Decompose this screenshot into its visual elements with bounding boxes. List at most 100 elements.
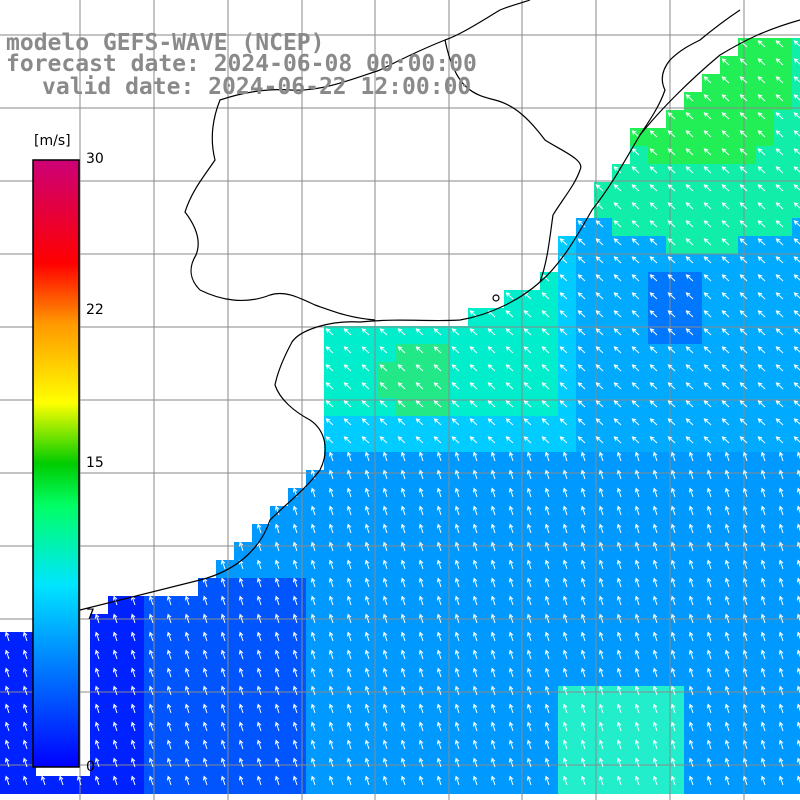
wind-arrow	[454, 613, 460, 624]
wind-arrow	[58, 775, 64, 786]
wind-arrow	[706, 739, 712, 750]
wind-arrow	[508, 595, 514, 606]
wind-arrow	[685, 130, 694, 138]
wind-arrow	[148, 631, 154, 642]
wind-arrow	[598, 505, 604, 516]
wind-arrow	[202, 775, 208, 786]
wind-arrow	[649, 364, 658, 372]
wind-arrow	[760, 469, 766, 480]
wind-arrow	[667, 130, 676, 138]
wind-arrow	[757, 112, 766, 120]
wind-arrow	[577, 436, 586, 444]
wind-arrow	[220, 703, 226, 714]
wind-arrow	[454, 469, 460, 480]
wind-arrow	[616, 649, 622, 660]
wind-arrow	[346, 541, 352, 552]
wind-arrow	[598, 469, 604, 480]
ocean-cell	[792, 92, 800, 110]
wind-arrow	[688, 613, 694, 624]
wind-arrow	[328, 559, 334, 570]
wind-arrow	[652, 667, 658, 678]
wind-arrow	[490, 451, 496, 462]
wind-arrow	[346, 703, 352, 714]
wind-arrow	[382, 739, 388, 750]
wind-arrow	[724, 739, 730, 750]
wind-arrow	[598, 595, 604, 606]
wind-arrow	[184, 685, 190, 696]
wind-arrow	[685, 418, 694, 426]
wind-arrow	[652, 487, 658, 498]
wind-arrow	[775, 58, 784, 66]
wind-arrow	[544, 649, 550, 660]
wind-arrow	[652, 523, 658, 534]
wind-arrow	[490, 613, 496, 624]
wind-arrow	[451, 400, 460, 408]
wind-arrow	[649, 202, 658, 210]
wind-arrow	[667, 292, 676, 300]
wind-arrow	[400, 667, 406, 678]
wind-arrow	[328, 775, 334, 786]
wind-arrow	[490, 685, 496, 696]
wind-arrow	[667, 400, 676, 408]
wind-arrow	[667, 436, 676, 444]
wind-arrow	[760, 685, 766, 696]
ocean-cell	[792, 200, 800, 218]
wind-arrow	[631, 238, 640, 246]
wind-arrow	[541, 310, 550, 318]
ocean-cell	[792, 236, 800, 254]
wind-arrow	[505, 364, 514, 372]
wind-arrow	[130, 649, 136, 660]
ocean-cell	[792, 56, 800, 74]
wind-arrow	[613, 274, 622, 282]
wind-arrow	[451, 382, 460, 390]
wind-arrow	[469, 346, 478, 354]
wind-arrow	[325, 328, 334, 336]
wind-arrow	[433, 400, 442, 408]
wind-arrow	[760, 649, 766, 660]
wind-arrow	[667, 238, 676, 246]
wind-arrow	[238, 703, 244, 714]
wind-arrow	[400, 703, 406, 714]
wind-arrow	[634, 505, 640, 516]
wind-arrow	[490, 595, 496, 606]
wind-arrow	[559, 274, 568, 282]
wind-arrow	[649, 346, 658, 354]
ocean-cell	[792, 776, 800, 794]
wind-arrow	[724, 613, 730, 624]
wind-arrow	[274, 523, 280, 534]
wind-arrow	[310, 721, 316, 732]
wind-arrow	[436, 685, 442, 696]
wind-arrow	[685, 238, 694, 246]
wind-arrow	[652, 559, 658, 570]
wind-arrow	[397, 364, 406, 372]
wind-arrow	[166, 667, 172, 678]
wind-arrow	[379, 382, 388, 390]
wind-arrow	[256, 667, 262, 678]
wind-arrow	[400, 649, 406, 660]
wind-arrow	[631, 130, 640, 138]
wind-arrow	[343, 400, 352, 408]
wind-arrow	[469, 364, 478, 372]
colorbar-tick-7: 7	[86, 607, 95, 623]
wind-arrow	[742, 649, 748, 660]
wind-arrow	[436, 649, 442, 660]
wind-arrow	[505, 382, 514, 390]
wind-arrow	[454, 649, 460, 660]
wind-arrow	[238, 559, 244, 570]
wind-arrow	[4, 667, 10, 678]
wind-arrow	[400, 685, 406, 696]
wind-arrow	[418, 721, 424, 732]
wind-arrow	[541, 436, 550, 444]
wind-arrow	[508, 685, 514, 696]
wind-arrow	[703, 184, 712, 192]
wind-arrow	[415, 400, 424, 408]
wind-arrow	[472, 469, 478, 480]
wind-arrow	[544, 613, 550, 624]
wind-arrow	[760, 739, 766, 750]
wind-arrow	[778, 505, 784, 516]
wind-arrow	[256, 757, 262, 768]
wind-arrow	[310, 649, 316, 660]
wind-arrow	[634, 523, 640, 534]
wind-arrow	[544, 541, 550, 552]
wind-arrow	[472, 685, 478, 696]
